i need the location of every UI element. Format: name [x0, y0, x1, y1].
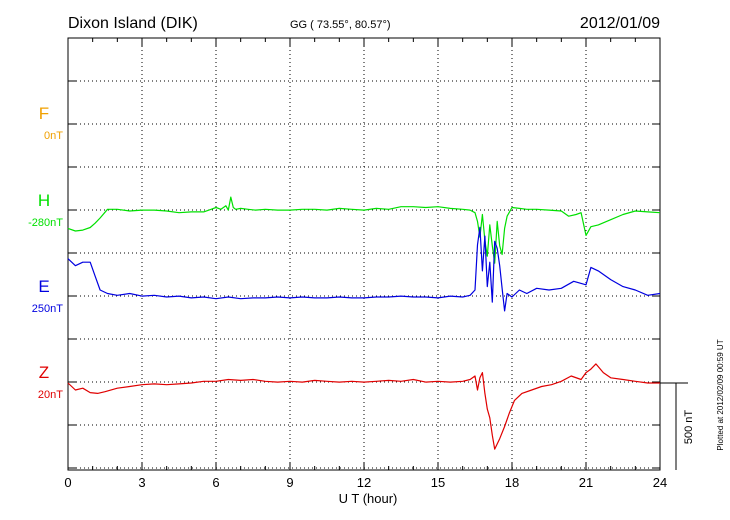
x-tick-label: 15: [431, 475, 445, 490]
x-tick-label: 6: [212, 475, 219, 490]
series-name-z: Z: [39, 363, 49, 382]
station-title: Dixon Island (DIK): [68, 15, 198, 32]
series-name-h: H: [38, 191, 50, 210]
x-tick-label: 3: [138, 475, 145, 490]
series-line-z: [67, 363, 660, 450]
scale-bar-label: 500 nT: [683, 410, 695, 445]
x-tick-labels: 0 3 6 9 12 15 18 21 24: [64, 475, 667, 490]
series-name-f: F: [39, 104, 49, 123]
x-tick-label: 21: [579, 475, 593, 490]
series-name-e: E: [38, 277, 49, 296]
series-baseline-h: -280nT: [28, 217, 63, 229]
grid-lines: [68, 38, 660, 470]
coordinates-label: GG ( 73.55°, 80.57°): [290, 19, 391, 31]
x-tick-label: 24: [653, 475, 667, 490]
series-baseline-z: 20nT: [38, 389, 63, 401]
plotted-timestamp: Plotted at 2012/02/09 00:59 UT: [716, 339, 725, 450]
date-label: 2012/01/09: [580, 15, 660, 32]
series-baseline-e: 250nT: [32, 303, 63, 315]
series-baseline-f: 0nT: [44, 130, 63, 142]
series-lines: [67, 196, 661, 450]
series-line-h: [67, 196, 661, 264]
x-tick-label: 9: [286, 475, 293, 490]
x-tick-label: 0: [64, 475, 71, 490]
axis-ticks: [67, 38, 661, 470]
x-tick-label: 18: [505, 475, 519, 490]
series-labels: F 0nT H -280nT E 250nT Z 20nT: [28, 104, 63, 401]
series-line-e: [67, 226, 661, 312]
x-axis-label: U T (hour): [339, 491, 398, 506]
x-tick-label: 12: [357, 475, 371, 490]
